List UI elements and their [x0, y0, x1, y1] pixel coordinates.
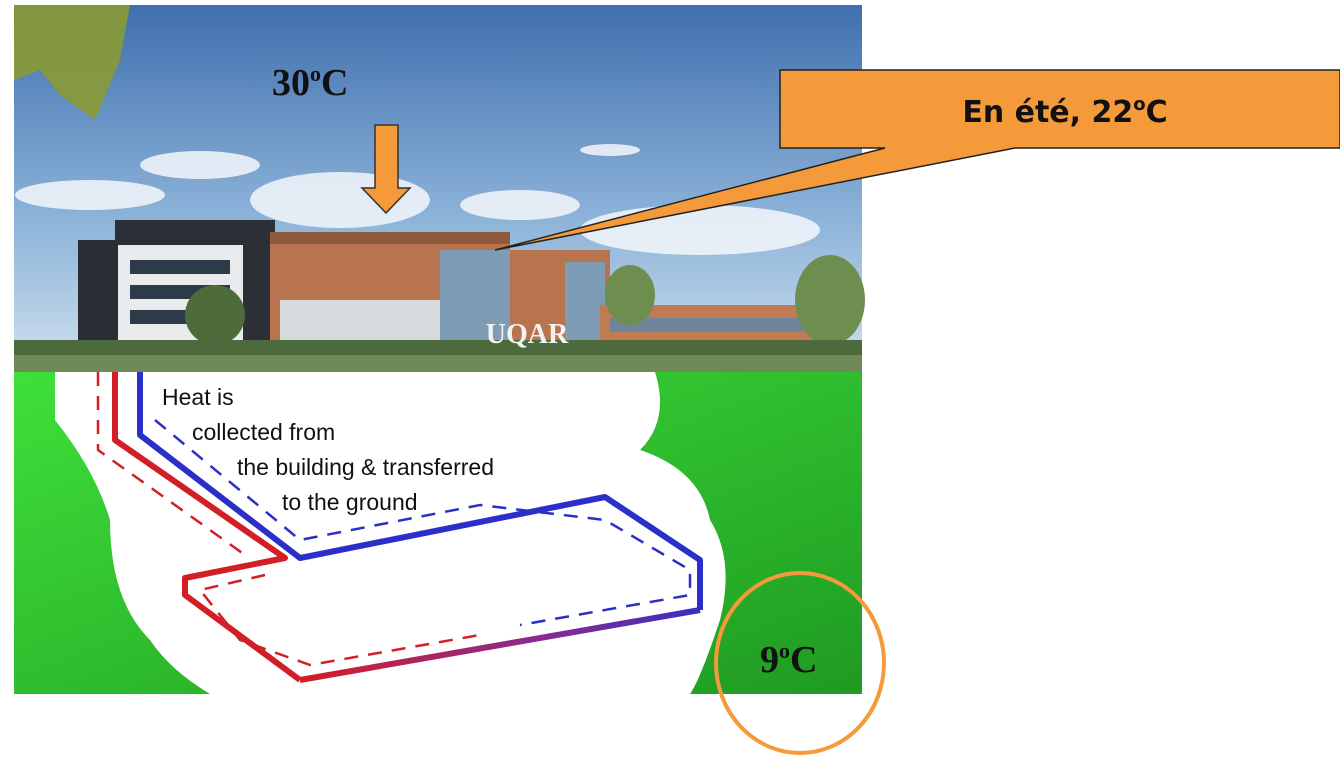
callout-box [494, 69, 1340, 251]
temp-degree: o [779, 638, 790, 663]
temp-number: 9 [760, 639, 779, 681]
temp-degree: o [310, 61, 321, 86]
highlight-ellipse [714, 571, 886, 755]
caption-line: Heat is [162, 384, 234, 410]
callout-text: En été, 22oC [962, 94, 1167, 130]
down-arrow [360, 124, 412, 215]
callout-unit: C [1146, 95, 1168, 130]
caption-line: the building & transferred [237, 454, 494, 480]
temp-unit: C [790, 639, 817, 681]
diagram-caption: Heat is collected from the building & tr… [162, 384, 500, 515]
ground-temperature: 9oC [760, 638, 817, 681]
callout-degree: o [1133, 94, 1145, 115]
temp-unit: C [321, 62, 348, 104]
top-temperature: 30oC [272, 61, 348, 104]
callout-main: En été, 22 [962, 95, 1133, 130]
ground-diagram: Heat is collected from the building & tr… [14, 372, 862, 694]
building-sign: UQAR [486, 319, 569, 350]
building-photo: UQAR [14, 5, 865, 372]
caption-line: to the ground [282, 489, 418, 515]
temp-number: 30 [272, 62, 310, 104]
caption-line: collected from [192, 419, 335, 445]
